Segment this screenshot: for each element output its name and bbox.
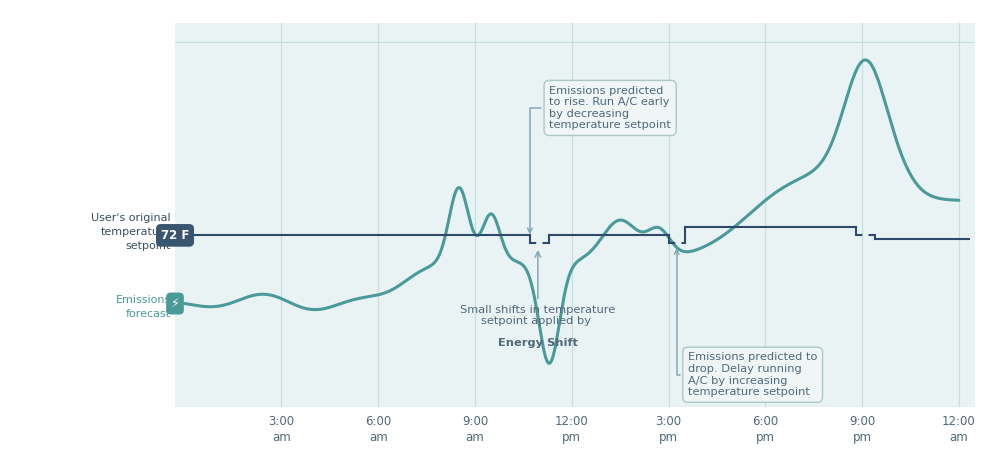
Text: 72 F: 72 F [161,229,189,242]
Text: Emissions predicted
to rise. Run A/C early
by decreasing
temperature setpoint: Emissions predicted to rise. Run A/C ear… [528,86,671,233]
Text: User's original
temperature
setpoint: User's original temperature setpoint [91,213,171,251]
Text: Small shifts in temperature
setpoint applied by: Small shifts in temperature setpoint app… [460,305,616,326]
Text: ⚡: ⚡ [171,297,179,310]
Text: Emissions predicted to
drop. Delay running
A/C by increasing
temperature setpoin: Emissions predicted to drop. Delay runni… [674,250,817,397]
Text: Energy Shift: Energy Shift [498,338,578,348]
Text: Emissions
forecast: Emissions forecast [116,295,171,319]
